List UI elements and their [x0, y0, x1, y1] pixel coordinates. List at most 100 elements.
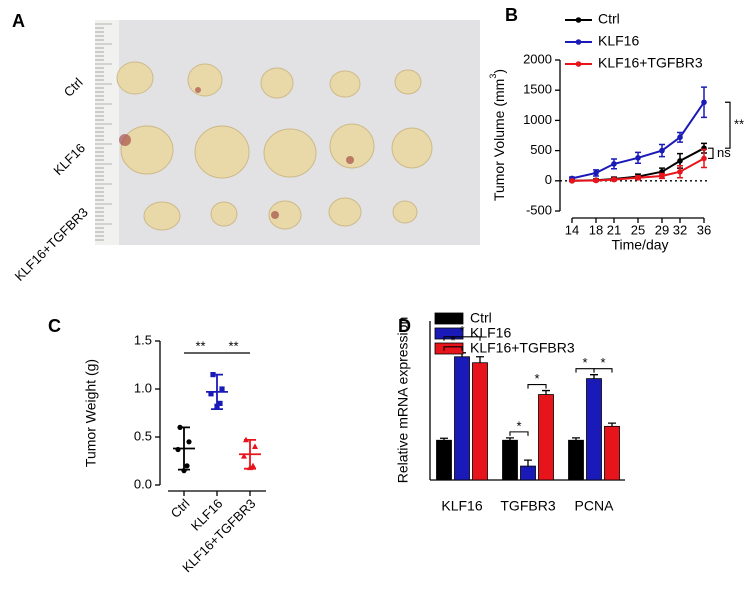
tumor: [329, 70, 361, 98]
error-bar: [590, 374, 598, 379]
tumor: [268, 200, 302, 230]
bar: [472, 362, 488, 481]
y-tick-label: 0: [545, 172, 552, 187]
tumor-spots: [119, 87, 354, 219]
error-bar: [506, 437, 514, 441]
tumor: [210, 201, 238, 227]
spot: [346, 156, 354, 164]
point: [241, 453, 247, 459]
point: [701, 155, 707, 162]
ruler: [95, 20, 119, 245]
tumor: [392, 200, 418, 224]
panel-label: C: [48, 316, 61, 336]
spot: [119, 134, 131, 146]
significance-label: *: [534, 371, 539, 386]
line: [571, 101, 705, 180]
point: [208, 391, 214, 397]
error-bar: [572, 437, 580, 441]
legend-label: KLF16+TGFBR3: [598, 55, 703, 71]
tumor: [328, 197, 362, 227]
error-bar: [608, 422, 616, 427]
y-tick-label: 0.0: [134, 476, 152, 491]
tumor: [263, 128, 317, 178]
y-tick-label: -500: [526, 202, 552, 217]
point: [677, 168, 683, 175]
bar: [436, 439, 452, 481]
point: [569, 178, 575, 184]
significance-label: **: [734, 117, 744, 132]
row-label: KLF16+TGFBR3: [12, 205, 91, 284]
point: [611, 176, 617, 183]
error-bar: [476, 356, 484, 363]
point: [659, 147, 665, 154]
point: [217, 400, 223, 406]
bar: [520, 465, 536, 481]
tumor: [143, 201, 181, 231]
row-label: KLF16: [50, 140, 88, 178]
tumor: [329, 123, 375, 169]
bar: [568, 439, 584, 481]
bar: [586, 378, 602, 481]
significance-bracket: [509, 431, 529, 436]
photo: [95, 20, 480, 245]
significance-label: *: [450, 333, 455, 348]
bar: [454, 356, 470, 481]
x-tick-label: 36: [697, 222, 711, 237]
panel-label: B: [505, 5, 518, 25]
tumor: [120, 125, 174, 175]
row-label: Ctrl: [61, 75, 86, 100]
y-tick-label: 1.5: [134, 332, 152, 347]
legend-swatch: [434, 327, 464, 340]
significance-label: *: [600, 355, 605, 370]
point: [701, 99, 707, 106]
significance-bracket: [708, 147, 714, 160]
legend-swatch: [434, 312, 464, 325]
y-tick-label: 2000: [523, 51, 552, 66]
significance-label: **: [195, 338, 205, 353]
x-tick-label: 18: [589, 222, 603, 237]
tumor: [394, 69, 422, 95]
y-tick-label: 500: [530, 142, 552, 157]
bar: [502, 439, 518, 481]
significance-label: **: [228, 338, 238, 353]
legend-marker: [575, 61, 582, 67]
bar: [538, 394, 554, 481]
x-tick-label: Ctrl: [168, 496, 193, 521]
point: [593, 170, 599, 176]
error-bar: [542, 389, 550, 395]
y-tick-label: 1.0: [134, 380, 152, 395]
legend-label: Ctrl: [598, 11, 620, 27]
x-tick-label: 14: [565, 222, 579, 237]
sd-bar: [178, 426, 190, 471]
x-tick-label: 29: [655, 222, 669, 237]
legend-marker: [575, 17, 582, 23]
x-tick-label: 32: [673, 222, 687, 237]
x-tick-label: 25: [631, 222, 645, 237]
y-axis-label: Relative mRNA expression: [395, 317, 411, 484]
sd-bar: [211, 373, 223, 411]
legend-label: Ctrl: [470, 310, 492, 326]
x-tick-label: TGFBR3: [500, 498, 555, 514]
legend-swatch: [434, 342, 464, 355]
significance-bracket: [725, 101, 731, 149]
tumor: [391, 127, 433, 169]
significance-bracket: [443, 336, 481, 341]
significance-label: *: [516, 418, 521, 433]
sd-bar: [244, 438, 256, 470]
point: [184, 463, 190, 469]
significance-bracket: [527, 384, 547, 389]
point: [635, 174, 641, 181]
spot: [195, 87, 201, 93]
y-tick-label: 1000: [523, 112, 552, 127]
significance-bracket: [593, 368, 613, 373]
panel-label: D: [398, 316, 411, 336]
x-tick-label: PCNA: [575, 498, 615, 514]
legend-label: KLF16: [470, 325, 511, 341]
point: [611, 161, 617, 167]
tumor: [116, 61, 154, 95]
y-axis-label-part: Tumor Volume (mm: [491, 79, 507, 201]
y-axis-label: Tumor Volume (mm3): [488, 69, 506, 201]
x-tick-label: 21: [607, 222, 621, 237]
error-bar: [440, 437, 448, 441]
